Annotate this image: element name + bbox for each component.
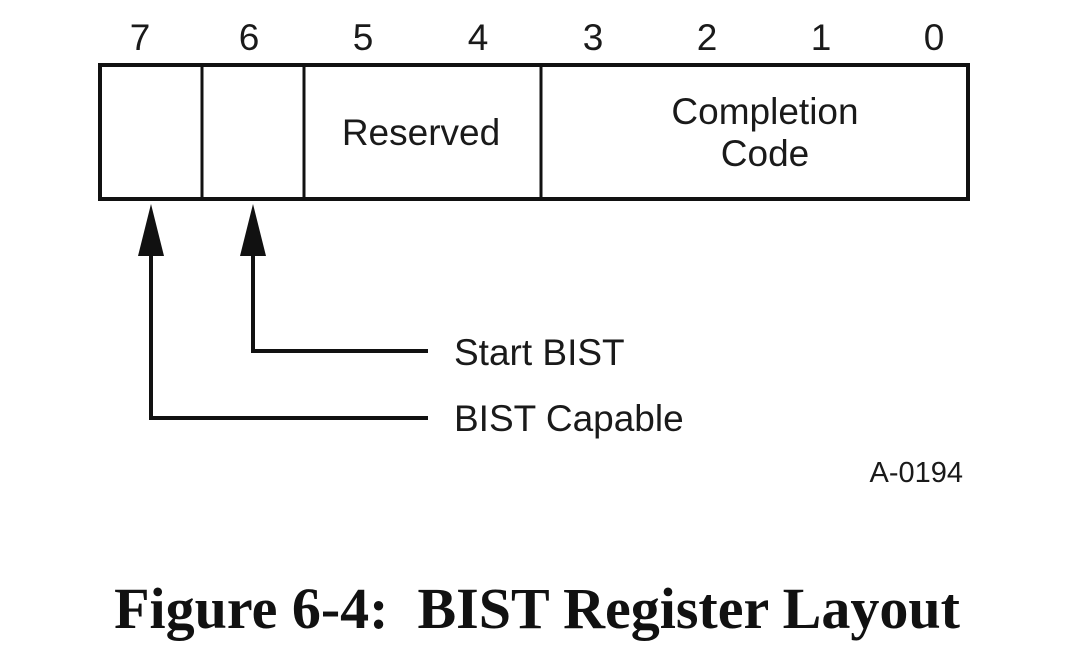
bit-number-0: 0 xyxy=(924,17,945,58)
register-box: Reserved Completion Code xyxy=(98,63,970,201)
bist-capable-leader-line xyxy=(149,254,428,420)
bit-number-7: 7 xyxy=(130,17,151,58)
bit-number-2: 2 xyxy=(697,17,718,58)
bit-number-5: 5 xyxy=(353,17,374,58)
field-completion-code-label-line1: Completion xyxy=(671,91,858,132)
figure-id: A-0194 xyxy=(869,457,963,489)
bist-capable-callout: BIST Capable xyxy=(138,204,684,439)
field-bit6-start-bist xyxy=(204,67,302,197)
bit-number-1: 1 xyxy=(811,17,832,58)
start-bist-leader-line xyxy=(251,254,428,353)
bit-number-4: 4 xyxy=(468,17,489,58)
start-bist-label: Start BIST xyxy=(454,332,625,373)
start-bist-arrow-icon xyxy=(240,204,266,256)
register-outline xyxy=(98,63,970,201)
bit-number-row: 7 6 5 4 3 2 1 0 xyxy=(130,17,945,58)
field-bit7-bist-capable xyxy=(102,67,200,197)
bit-number-6: 6 xyxy=(239,17,260,58)
field-completion-code-label-line2: Code xyxy=(721,133,809,174)
bist-capable-label: BIST Capable xyxy=(454,398,684,439)
field-reserved-label: Reserved xyxy=(342,112,500,153)
start-bist-callout: Start BIST xyxy=(240,204,625,373)
figure-caption: Figure 6-4: BIST Register Layout xyxy=(114,576,961,641)
bit-number-3: 3 xyxy=(583,17,604,58)
bist-capable-arrow-icon xyxy=(138,204,164,256)
